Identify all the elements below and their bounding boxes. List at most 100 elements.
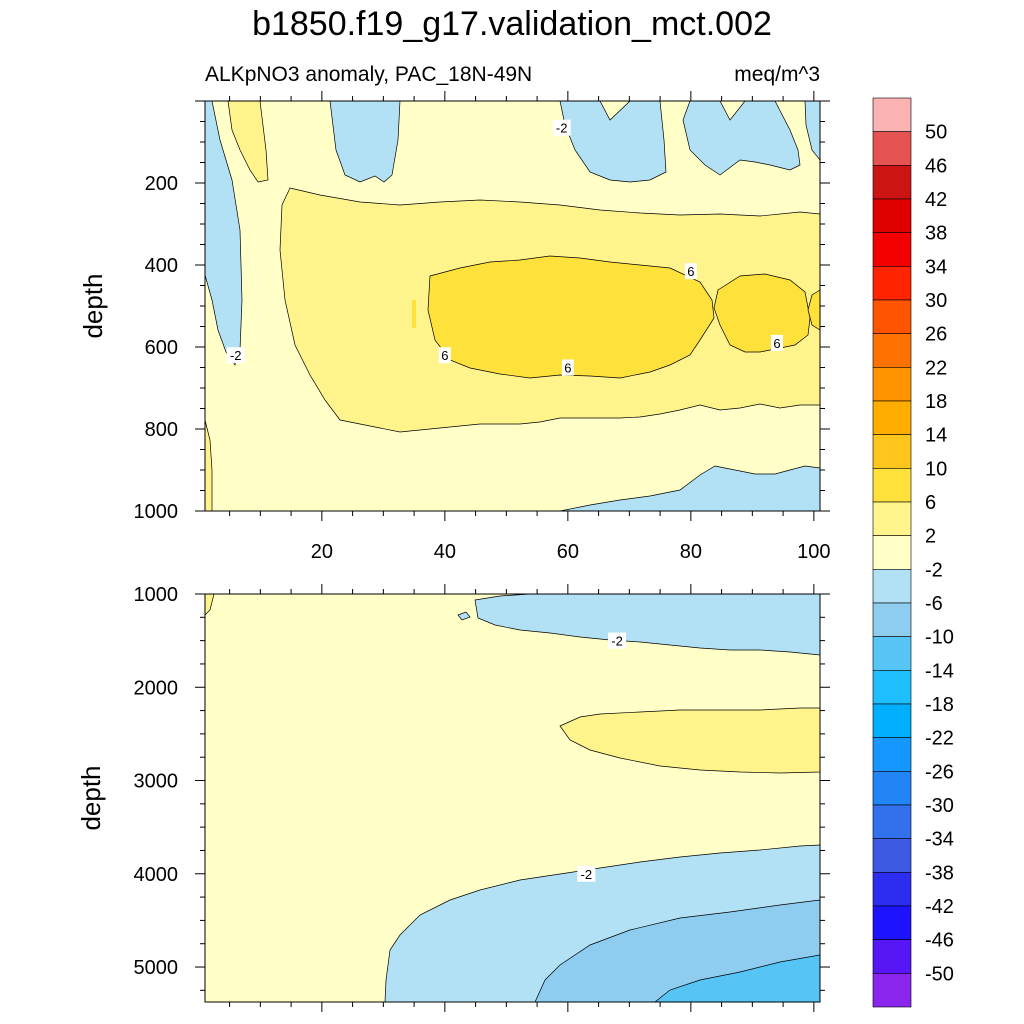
contour-fill-top — [205, 101, 820, 511]
colorbar-label: -46 — [925, 930, 954, 952]
contour-label: -2 — [608, 632, 627, 649]
subtitle-left: ALKpNO3 anomaly, PAC_18N-49N — [205, 63, 532, 86]
contour-neg-bottom — [559, 465, 820, 511]
colorbar-label: -10 — [925, 627, 954, 649]
contour-neg-top3 — [682, 101, 801, 176]
y-tick-label: 2000 — [134, 677, 179, 699]
colorbar-label: -22 — [925, 728, 954, 750]
colorbar-label: 34 — [925, 256, 947, 278]
contour-neg-upper — [474, 594, 820, 656]
colorbar-swatch — [872, 266, 912, 301]
colorbar-swatch — [872, 232, 912, 267]
colorbar-swatch — [872, 905, 912, 940]
colorbar-swatch — [872, 602, 912, 637]
contour-pos-topleft — [227, 101, 269, 183]
colorbar-swatch — [872, 838, 912, 873]
svg-text:-2: -2 — [581, 867, 593, 882]
contour-neg-top1 — [329, 101, 401, 183]
ylabel-bottom: depth — [76, 765, 106, 830]
subtitle-right: meq/m^3 — [734, 63, 820, 86]
colorbar-label: 14 — [925, 425, 947, 447]
y-tick-label: 200 — [145, 173, 178, 195]
contour-label: 6 — [438, 347, 451, 364]
colorbar-swatch — [872, 198, 912, 233]
ylabel-top: depth — [78, 273, 108, 338]
colorbar-swatch — [872, 771, 912, 806]
colorbar-swatch — [872, 400, 912, 435]
svg-text:-2: -2 — [611, 634, 623, 649]
colorbar-swatch — [872, 670, 912, 705]
contour-pos-leftstrip — [205, 419, 213, 511]
colorbar-label: -6 — [925, 593, 943, 615]
colorbar-swatch — [872, 939, 912, 974]
colorbar: 50 46 42 38 34 30 26 22 18 14 10 6 2 -2 -6 -10 -14 -18 -22… — [872, 97, 954, 1008]
colorbar-label: -30 — [925, 795, 954, 817]
contour-label: 6 — [561, 359, 574, 376]
svg-text:-2: -2 — [230, 348, 242, 363]
colorbar-label: -2 — [925, 559, 943, 581]
y-tick-label: 400 — [145, 255, 178, 277]
colorbar-swatch — [872, 804, 912, 839]
contour-fill-bottom — [205, 594, 820, 1002]
x-tick-label: 60 — [557, 541, 579, 563]
colorbar-label: 26 — [925, 324, 947, 346]
colorbar-swatch — [872, 367, 912, 402]
colorbar-swatch — [872, 501, 912, 536]
svg-text:6: 6 — [773, 336, 780, 351]
colorbar-swatch — [872, 569, 912, 604]
axis-ticks-top: 20 40 60 80 100 200 400 600 800 1000 — [134, 91, 831, 563]
chart-title: b1850.f19_g17.validation_mct.002 — [252, 5, 772, 43]
colorbar-swatch — [872, 165, 912, 200]
colorbar-label: 50 — [925, 122, 947, 144]
colorbar-swatch — [872, 299, 912, 334]
colorbar-label: -14 — [925, 660, 954, 682]
contour-pos6-edge — [807, 289, 820, 331]
colorbar-swatch — [872, 973, 912, 1008]
contour-pos6-west — [427, 255, 715, 379]
contour-label: 6 — [684, 263, 697, 280]
colorbar-label: -38 — [925, 862, 954, 884]
colorbar-label: -34 — [925, 829, 954, 851]
colorbar-swatch — [872, 872, 912, 907]
y-tick-label: 600 — [145, 337, 178, 359]
colorbar-label: 6 — [925, 492, 936, 514]
y-tick-label: 1000 — [134, 501, 179, 523]
contour-label: -2 — [552, 119, 571, 136]
colorbar-swatch — [872, 97, 912, 132]
colorbar-swatch — [872, 636, 912, 671]
y-tick-label: 1000 — [134, 584, 179, 606]
colorbar-label: 30 — [925, 290, 947, 312]
colorbar-label: -26 — [925, 761, 954, 783]
axis-ticks-bottom: 1000 2000 3000 4000 5000 — [134, 584, 830, 1012]
colorbar-swatch — [872, 434, 912, 469]
colorbar-label: 42 — [925, 189, 947, 211]
contour-pos-corner — [205, 594, 215, 616]
contour-pos6-dot — [412, 300, 416, 328]
panel-bottom: -2 -2 1000 2000 3000 4000 5000 depth — [76, 584, 830, 1012]
x-tick-label: 100 — [797, 541, 830, 563]
panel-top: ALKpNO3 anomaly, PAC_18N-49N meq/m^3 -2 -… — [78, 63, 831, 563]
contour-neg-dot — [457, 611, 471, 621]
colorbar-label: 2 — [925, 526, 936, 548]
y-tick-label: 5000 — [134, 957, 179, 979]
y-tick-label: 4000 — [134, 864, 179, 886]
colorbar-label: -42 — [925, 896, 954, 918]
colorbar-swatch — [872, 468, 912, 503]
colorbar-swatch — [872, 333, 912, 368]
colorbar-label: 10 — [925, 458, 947, 480]
contour-labels-bottom: -2 -2 — [577, 632, 627, 882]
contour-pos2-band — [559, 707, 820, 774]
svg-text:6: 6 — [564, 361, 571, 376]
contour-neg-top2 — [559, 101, 667, 183]
x-tick-label: 40 — [434, 541, 456, 563]
contour-neg-deepest — [654, 954, 820, 1002]
x-tick-label: 20 — [311, 541, 333, 563]
colorbar-label: -18 — [925, 694, 954, 716]
svg-text:6: 6 — [687, 264, 694, 279]
svg-text:-2: -2 — [556, 121, 568, 136]
colorbar-label: 46 — [925, 155, 947, 177]
x-tick-label: 80 — [680, 541, 702, 563]
y-tick-label: 800 — [145, 419, 178, 441]
y-tick-label: 3000 — [134, 771, 179, 793]
contour-neg-top4 — [804, 101, 820, 161]
